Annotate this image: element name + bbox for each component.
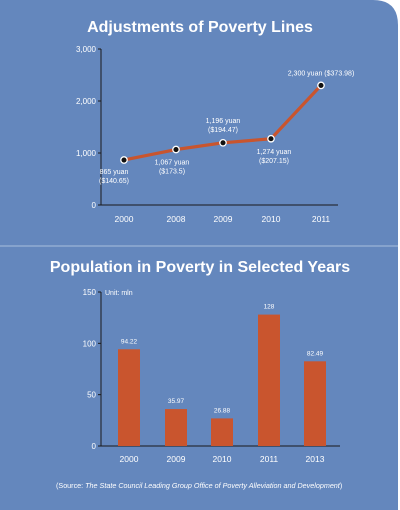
bar [258, 314, 280, 446]
y-tick-label: 100 [83, 339, 97, 348]
x-tick-label: 2009 [167, 454, 186, 464]
bar-value-label: 128 [264, 304, 275, 311]
x-tick-label: 2009 [214, 214, 233, 224]
y-tick-label: 2,000 [76, 97, 97, 106]
source-prefix: (Source: [56, 481, 86, 490]
data-label: ($140.65) [99, 178, 129, 185]
source-suffix: ) [339, 481, 343, 490]
poverty-line-chart: 0 1,000 2,000 3,000 2000 2008 2009 2010 2011 865 … [76, 45, 355, 224]
x-tick-label: 2011 [260, 454, 279, 464]
y-tick-label: 0 [92, 201, 97, 210]
data-point [267, 134, 275, 143]
y-tick-label: 50 [87, 391, 96, 400]
data-point [317, 81, 325, 90]
bar-value-label: 82.49 [307, 350, 324, 357]
y-tick-label: 150 [83, 288, 97, 297]
bar [165, 409, 187, 446]
data-label: 1,274 yuan [257, 149, 292, 156]
source-name: The State Council Leading Group Office o… [85, 481, 340, 490]
data-point [172, 145, 180, 154]
x-tick-label: 2011 [312, 214, 331, 224]
x-tick-label: 2010 [262, 214, 281, 224]
data-label: ($194.47) [208, 127, 238, 134]
poverty-population-bar-chart: 0 50 100 150 Unit: mln 94.22 2000 35.97 2009 26.8… [83, 288, 340, 464]
bar-value-label: 94.22 [121, 338, 138, 345]
x-tick-label: 2010 [213, 454, 232, 464]
x-tick-label: 2000 [115, 214, 134, 224]
x-tick-label: 2000 [120, 454, 139, 464]
bar [211, 418, 233, 446]
data-label: 1,067 yuan [155, 160, 190, 167]
data-label: 1,196 yuan [206, 118, 241, 125]
bar [304, 361, 326, 446]
y-tick-label: 0 [92, 442, 97, 451]
bar-chart-title: Population in Poverty in Selected Years [49, 259, 351, 276]
data-label: 2,300 yuan ($373.98) [288, 70, 355, 77]
line-chart-title: Adjustments of Poverty Lines [87, 19, 313, 36]
data-point [219, 138, 227, 147]
bar-value-label: 35.97 [168, 398, 185, 405]
data-label: ($173.5) [159, 169, 185, 176]
data-label: 865 yuan [100, 169, 129, 176]
bar [118, 349, 140, 446]
y-tick-label: 3,000 [76, 45, 97, 54]
y-tick-label: 1,000 [76, 149, 97, 158]
x-tick-label: 2008 [167, 214, 186, 224]
data-point [120, 156, 128, 164]
bar-value-label: 26.88 [214, 407, 231, 414]
unit-label: Unit: mln [105, 290, 133, 297]
source-note: (Source: The State Council Leading Group… [56, 481, 386, 490]
x-tick-label: 2013 [306, 454, 325, 464]
data-label: ($207.15) [259, 158, 289, 165]
